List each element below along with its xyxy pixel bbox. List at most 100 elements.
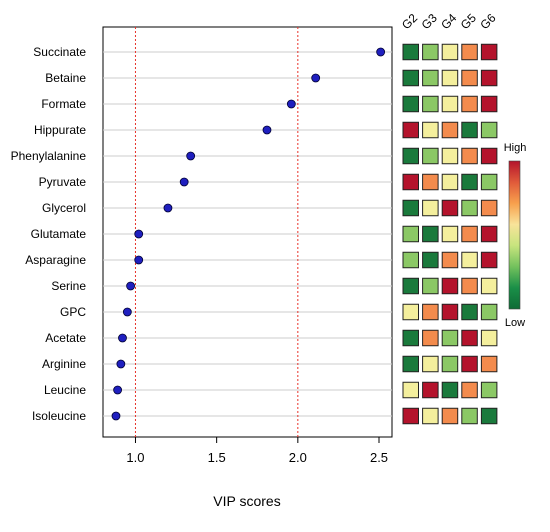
data-point [262, 125, 272, 135]
heatmap-cell [461, 173, 478, 191]
category-label: Arginine [42, 357, 86, 371]
heatmap-cell [402, 303, 419, 321]
heatmap-cell [461, 355, 478, 373]
data-point [179, 177, 189, 187]
category-label: Acetate [45, 331, 86, 345]
color-key-bar [508, 160, 521, 310]
data-point [134, 229, 144, 239]
heatmap-cell [461, 251, 478, 269]
category-labels: Succinate Betaine Formate Hippurate Phenylal… [11, 45, 87, 423]
heatmap-cell [461, 43, 478, 61]
plot-frame [102, 26, 393, 438]
heatmap-cell [461, 121, 478, 139]
category-label: Betaine [45, 71, 86, 85]
category-label: Asparagine [25, 253, 86, 267]
heatmap-cell [402, 355, 419, 373]
heatmap-cell [461, 199, 478, 217]
data-point [163, 203, 173, 213]
heatmap-cell [422, 147, 439, 165]
heatmap-cell [441, 173, 459, 191]
heatmap-cell [402, 277, 419, 295]
heatmap-cell [441, 329, 459, 347]
heatmap-group-label: G6 [477, 11, 498, 32]
data-point [122, 307, 132, 317]
heatmap-cell [461, 329, 478, 347]
heatmap-cell [441, 407, 459, 425]
heatmap-cell [402, 69, 419, 87]
heatmap-group-label: G5 [458, 11, 479, 32]
heatmap-cell [422, 303, 439, 321]
heatmap-cell [480, 147, 498, 165]
heatmap-cell [422, 173, 439, 191]
category-label: Isoleucine [32, 409, 86, 423]
heatmap-cell [461, 95, 478, 113]
x-tick-label: 2.0 [289, 450, 307, 465]
heatmap-cell [422, 381, 439, 399]
heatmap-cell [441, 147, 459, 165]
heatmap-cell [402, 147, 419, 165]
heatmap-cell [422, 95, 439, 113]
heatmap-cell [441, 355, 459, 373]
category-label: Serine [51, 279, 86, 293]
heatmap-cell [422, 199, 439, 217]
heatmap-cell [402, 407, 419, 425]
heatmap-cell [480, 225, 498, 243]
heatmap-cell [461, 407, 478, 425]
heatmap-cell [461, 69, 478, 87]
heatmap-cell [441, 303, 459, 321]
heatmap-cell [402, 251, 419, 269]
data-point [116, 359, 126, 369]
heatmap [402, 43, 498, 425]
data-point [134, 255, 144, 265]
x-tick-label: 2.5 [370, 450, 388, 465]
heatmap-cell [461, 225, 478, 243]
data-point [311, 73, 321, 83]
data-point [118, 333, 127, 343]
data-point [126, 281, 136, 291]
heatmap-cell [441, 199, 459, 217]
heatmap-cell [422, 43, 439, 61]
category-label: Phenylalanine [11, 149, 87, 163]
heatmap-cell [422, 251, 439, 269]
x-axis-ticks: 1.0 1.5 2.0 2.5 [126, 437, 388, 465]
category-label: Hippurate [34, 123, 86, 137]
heatmap-cell [402, 329, 419, 347]
data-point [286, 99, 296, 109]
heatmap-cell [402, 381, 419, 399]
data-points [111, 47, 386, 421]
heatmap-cell [480, 329, 498, 347]
data-point [376, 47, 386, 57]
heatmap-cell [480, 303, 498, 321]
heatmap-cell [402, 173, 419, 191]
heatmap-cell [402, 121, 419, 139]
heatmap-cell [441, 95, 459, 113]
heatmap-cell [461, 303, 478, 321]
heatmap-cell [402, 225, 419, 243]
heatmap-group-label: G4 [438, 11, 459, 32]
heatmap-cell [480, 199, 498, 217]
category-label: Glycerol [42, 201, 86, 215]
heatmap-cell [480, 173, 498, 191]
heatmap-cell [480, 381, 498, 399]
category-label: Pyruvate [39, 175, 87, 189]
heatmap-cell [441, 121, 459, 139]
heatmap-cell [422, 69, 439, 87]
heatmap-group-label: G2 [399, 11, 420, 32]
data-point [111, 411, 121, 421]
heatmap-cell [480, 43, 498, 61]
color-key-low-label: Low [505, 317, 525, 329]
heatmap-cell [480, 121, 498, 139]
heatmap-cell [480, 277, 498, 295]
x-axis-label: VIP scores [213, 493, 280, 509]
heatmap-cell [480, 69, 498, 87]
heatmap-cell [441, 251, 459, 269]
color-key-high-label: High [504, 142, 527, 154]
heatmap-cell [422, 329, 439, 347]
color-key: High Low [504, 142, 527, 329]
heatmap-cell [402, 95, 419, 113]
heatmap-cell [402, 43, 419, 61]
heatmap-cell [402, 199, 419, 217]
category-label: Formate [41, 97, 86, 111]
category-label: Leucine [44, 383, 86, 397]
